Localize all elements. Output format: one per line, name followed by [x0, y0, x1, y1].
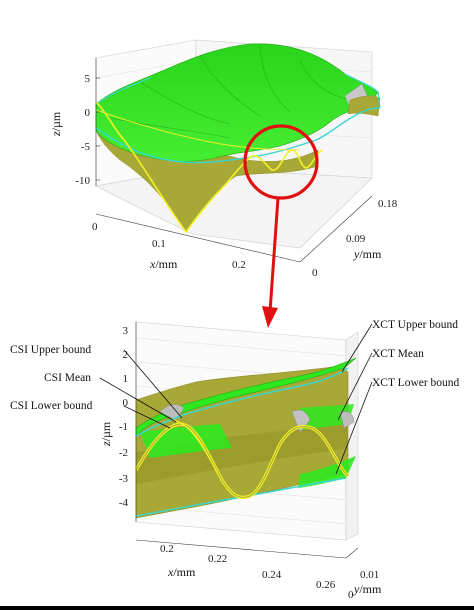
bottom-gray-right	[339, 411, 355, 429]
bottom-z-tick-label: -4	[119, 497, 129, 509]
bottom-gray-left	[159, 404, 185, 421]
leader-lines	[99, 323, 373, 475]
top-csi-rim-line	[95, 109, 301, 151]
bottom-y-axis	[345, 547, 359, 559]
top-xct-edge-right	[344, 73, 381, 109]
bottom-z-tick-label: -1	[119, 421, 128, 433]
bottom-y-ticks: 0.01 0	[348, 569, 379, 601]
top-y-ticks: 0.18 0.09 0	[312, 198, 398, 279]
top-right-olive	[347, 95, 381, 117]
highlight-circle	[243, 124, 319, 200]
bottom-z-tick-label: 3	[123, 325, 129, 337]
top-z-ticks: 5 0 -5 -10	[75, 73, 100, 187]
top-surface-folds	[109, 45, 353, 139]
label-csi-upper-bound: CSI Upper bound	[10, 344, 91, 356]
top-y-tick-label: 0.09	[346, 233, 366, 245]
bottom-z-axis-label: z/µm	[99, 421, 113, 447]
bottom-y-tick-label: 0.01	[360, 569, 379, 581]
top-y-axis-label: y/mm	[353, 247, 382, 261]
bottom-z-tick-label: 1	[123, 373, 129, 385]
bottom-x-axis-label: x/mm	[167, 565, 196, 579]
bottom-y-axis-label: y/mm	[353, 582, 382, 596]
bottom-x-tick-label: 0.24	[262, 569, 282, 581]
top-xct-edge-front	[95, 107, 381, 164]
bottom-gray-mid	[291, 409, 311, 433]
top-csi-profile-line	[95, 101, 323, 234]
bottom-xct-upper	[135, 357, 357, 437]
bottom-x-tick-label: 0.2	[160, 543, 174, 555]
zoom-arrow	[262, 197, 280, 328]
bottom-z-tick-label: -2	[119, 447, 128, 459]
bottom-xct-lower	[298, 456, 356, 488]
bottom-csi-band	[136, 424, 348, 484]
figure-bottom-border	[0, 606, 474, 610]
top-y-tick-label: 0	[312, 267, 318, 279]
label-xct-upper-bound: XCT Upper bound	[372, 319, 458, 331]
top-z-tick-label: 5	[85, 73, 91, 85]
top-x-ticks: 0 0.1 0.2	[92, 221, 246, 271]
top-x-tick-label: 0	[92, 221, 98, 233]
annotations: CSI Upper bound CSI Mean CSI Lower bound…	[10, 319, 460, 475]
top-x-axis	[95, 213, 301, 263]
top-z-tick-label: 0	[85, 107, 91, 119]
bottom-z-tick-label: 0	[123, 397, 129, 409]
bottom-xct-lower-edge	[135, 477, 347, 517]
label-xct-lower-bound: XCT Lower bound	[372, 377, 460, 389]
bottom-plot: 3 2 1 0 -1 -2 -3 -4 z/µm 0.2 0.22 0.24 0…	[99, 321, 382, 601]
top-y-axis	[299, 195, 373, 263]
bottom-z-tick-label: -3	[119, 473, 129, 485]
top-y-tick-label: 0.18	[378, 198, 398, 210]
top-xct-edge-left	[95, 77, 151, 105]
bottom-y-tick-label: 0	[348, 589, 354, 601]
bottom-csi-mean-line-inner	[135, 423, 349, 498]
bottom-x-tick-label: 0.26	[316, 579, 336, 591]
top-z-tick-label: -5	[81, 141, 91, 153]
top-z-axis-label: z/µm	[49, 111, 63, 137]
label-csi-lower-bound: CSI Lower bound	[10, 400, 93, 412]
bottom-xct-upper-edge	[135, 367, 349, 437]
label-csi-mean: CSI Mean	[44, 372, 91, 384]
bottom-csi-upper-line	[171, 419, 219, 475]
bottom-xct-mean-right	[300, 404, 354, 430]
top-z-tick-label: -10	[75, 175, 90, 187]
top-x-tick-label: 0.1	[152, 238, 166, 250]
bottom-x-axis	[135, 539, 347, 559]
bottom-x-tick-label: 0.22	[208, 553, 227, 565]
label-xct-mean: XCT Mean	[372, 348, 424, 360]
bottom-z-ticks: 3 2 1 0 -1 -2 -3 -4	[119, 325, 129, 509]
top-floor	[95, 167, 373, 249]
top-x-axis-label: x/mm	[149, 257, 178, 271]
top-x-tick-label: 0.2	[232, 259, 246, 271]
bottom-x-ticks: 0.2 0.22 0.24 0.26	[160, 543, 336, 591]
bottom-z-tick-label: 2	[123, 349, 129, 361]
top-plot: 5 0 -5 -10 z/µm 0 0.1 0.2 x/mm 0.18 0.09…	[49, 39, 398, 279]
